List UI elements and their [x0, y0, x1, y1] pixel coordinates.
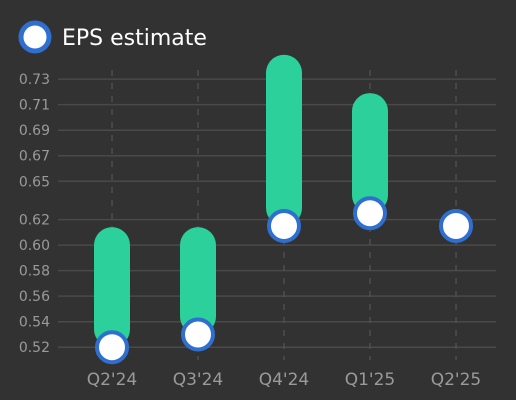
actual-bar — [266, 54, 302, 226]
actual-bar — [94, 227, 130, 348]
x-axis-ticks: Q2'24 Q3'24 Q4'24 Q1'25 Q2'25 — [87, 370, 482, 390]
y-tick-label: 0.58 — [19, 264, 50, 280]
x-tick-label: Q3'24 — [173, 370, 224, 390]
y-axis-ticks: 0.52 0.54 0.56 0.58 0.60 0.62 0.65 0.67 0.69 0.71… — [19, 72, 50, 356]
estimate-marker — [353, 196, 387, 231]
y-tick-label: 0.56 — [19, 289, 50, 305]
estimate-marker — [181, 317, 215, 352]
y-tick-label: 0.54 — [19, 315, 50, 331]
actual-bar — [180, 227, 216, 335]
x-tick-label: Q4'24 — [259, 370, 310, 390]
estimate-marker — [267, 208, 301, 243]
y-tick-label: 0.60 — [19, 238, 50, 254]
estimate-marker — [95, 330, 129, 365]
actual-bars — [94, 54, 388, 348]
y-tick-label: 0.73 — [19, 72, 50, 88]
x-tick-label: Q2'24 — [87, 370, 138, 390]
x-tick-label: Q1'25 — [345, 370, 396, 390]
estimate-marker — [439, 208, 473, 243]
y-tick-label: 0.65 — [19, 174, 50, 190]
y-tick-label: 0.71 — [19, 98, 50, 114]
y-tick-label: 0.52 — [19, 340, 50, 356]
legend-estimate-label: EPS estimate — [62, 26, 207, 51]
y-tick-label: 0.67 — [19, 149, 50, 165]
actual-bar — [352, 93, 388, 214]
y-tick-label: 0.69 — [19, 123, 50, 139]
legend-estimate-marker — [18, 20, 52, 54]
x-tick-label: Q2'25 — [431, 370, 482, 390]
estimate-markers — [95, 196, 473, 365]
y-tick-label: 0.62 — [19, 213, 50, 229]
legend: EPS estimate — [18, 20, 207, 54]
